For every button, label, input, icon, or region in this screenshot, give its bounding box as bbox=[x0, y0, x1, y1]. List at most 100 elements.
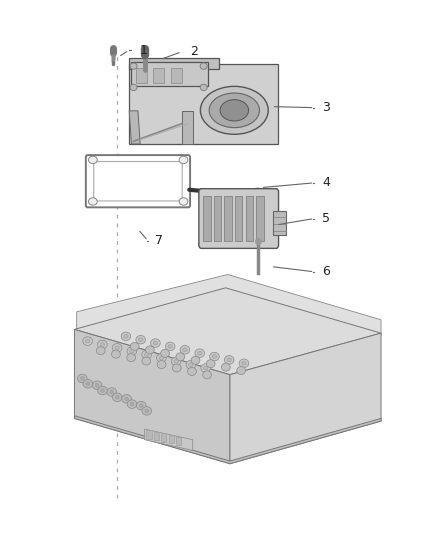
Ellipse shape bbox=[92, 381, 102, 390]
FancyBboxPatch shape bbox=[199, 189, 279, 248]
Ellipse shape bbox=[115, 395, 119, 399]
Polygon shape bbox=[74, 416, 381, 464]
Ellipse shape bbox=[156, 354, 166, 362]
Ellipse shape bbox=[212, 354, 217, 358]
FancyBboxPatch shape bbox=[94, 161, 182, 201]
Polygon shape bbox=[230, 333, 381, 464]
Bar bbox=[154, 432, 159, 440]
Ellipse shape bbox=[130, 402, 134, 406]
Ellipse shape bbox=[78, 374, 87, 383]
Bar bbox=[176, 437, 181, 445]
Text: 1: 1 bbox=[139, 44, 147, 56]
Ellipse shape bbox=[239, 359, 249, 368]
Ellipse shape bbox=[151, 339, 160, 348]
FancyBboxPatch shape bbox=[86, 155, 190, 207]
Ellipse shape bbox=[166, 342, 175, 351]
Bar bbox=[129, 58, 219, 69]
Ellipse shape bbox=[88, 156, 97, 164]
Ellipse shape bbox=[127, 353, 135, 361]
Bar bbox=[153, 68, 164, 83]
Ellipse shape bbox=[224, 356, 234, 364]
Bar bbox=[246, 196, 253, 241]
Text: 7: 7 bbox=[155, 235, 163, 247]
Ellipse shape bbox=[124, 335, 128, 338]
Text: 6: 6 bbox=[322, 265, 330, 278]
Ellipse shape bbox=[189, 363, 193, 367]
Ellipse shape bbox=[86, 382, 90, 386]
Ellipse shape bbox=[139, 403, 143, 407]
Ellipse shape bbox=[145, 409, 149, 413]
Polygon shape bbox=[129, 111, 140, 144]
Ellipse shape bbox=[85, 340, 90, 343]
Ellipse shape bbox=[198, 351, 202, 355]
Ellipse shape bbox=[203, 371, 212, 379]
Text: 2: 2 bbox=[191, 45, 198, 58]
Ellipse shape bbox=[100, 343, 105, 346]
Polygon shape bbox=[74, 329, 230, 464]
Ellipse shape bbox=[206, 360, 215, 368]
Ellipse shape bbox=[200, 84, 207, 91]
Ellipse shape bbox=[210, 352, 219, 361]
Bar bbox=[146, 430, 152, 439]
Polygon shape bbox=[77, 274, 381, 336]
Ellipse shape bbox=[137, 401, 146, 410]
Ellipse shape bbox=[201, 364, 210, 373]
Ellipse shape bbox=[142, 350, 152, 359]
Ellipse shape bbox=[176, 353, 185, 361]
Text: 4: 4 bbox=[322, 176, 330, 189]
Bar bbox=[129, 64, 278, 144]
Bar bbox=[136, 68, 147, 83]
Bar bbox=[131, 62, 208, 86]
Ellipse shape bbox=[113, 393, 122, 401]
Ellipse shape bbox=[127, 347, 137, 356]
Ellipse shape bbox=[159, 356, 163, 360]
Ellipse shape bbox=[138, 338, 143, 342]
Ellipse shape bbox=[145, 353, 149, 357]
Ellipse shape bbox=[130, 63, 137, 69]
Ellipse shape bbox=[107, 387, 117, 396]
Ellipse shape bbox=[222, 363, 230, 371]
Bar bbox=[169, 435, 174, 443]
Bar bbox=[224, 196, 232, 241]
Ellipse shape bbox=[186, 360, 196, 369]
Ellipse shape bbox=[145, 346, 154, 354]
Ellipse shape bbox=[157, 360, 166, 368]
Text: 3: 3 bbox=[322, 101, 330, 114]
Bar bbox=[203, 196, 211, 241]
Ellipse shape bbox=[127, 400, 137, 408]
Ellipse shape bbox=[179, 198, 188, 205]
Ellipse shape bbox=[83, 379, 93, 388]
Ellipse shape bbox=[101, 389, 105, 392]
Ellipse shape bbox=[191, 356, 200, 364]
Text: 5: 5 bbox=[322, 212, 330, 225]
Ellipse shape bbox=[201, 86, 268, 134]
Ellipse shape bbox=[209, 93, 259, 127]
Ellipse shape bbox=[80, 376, 84, 381]
Ellipse shape bbox=[173, 364, 181, 372]
Ellipse shape bbox=[112, 344, 122, 352]
Polygon shape bbox=[74, 288, 381, 375]
Ellipse shape bbox=[131, 342, 139, 351]
Ellipse shape bbox=[121, 332, 131, 341]
Ellipse shape bbox=[183, 348, 187, 352]
Bar bbox=[273, 211, 286, 235]
Bar bbox=[235, 196, 243, 241]
Ellipse shape bbox=[179, 156, 188, 164]
Ellipse shape bbox=[95, 383, 99, 387]
Ellipse shape bbox=[124, 397, 128, 401]
Bar bbox=[171, 68, 182, 83]
Ellipse shape bbox=[98, 340, 107, 349]
Polygon shape bbox=[145, 429, 193, 450]
Ellipse shape bbox=[168, 344, 173, 348]
Bar bbox=[256, 196, 264, 241]
Ellipse shape bbox=[237, 367, 245, 375]
Ellipse shape bbox=[187, 367, 196, 375]
Bar bbox=[161, 433, 166, 442]
Ellipse shape bbox=[203, 366, 208, 370]
Ellipse shape bbox=[171, 357, 181, 366]
Ellipse shape bbox=[136, 335, 145, 344]
Ellipse shape bbox=[200, 63, 207, 69]
Ellipse shape bbox=[161, 349, 170, 357]
Ellipse shape bbox=[130, 84, 137, 91]
Ellipse shape bbox=[174, 359, 178, 363]
